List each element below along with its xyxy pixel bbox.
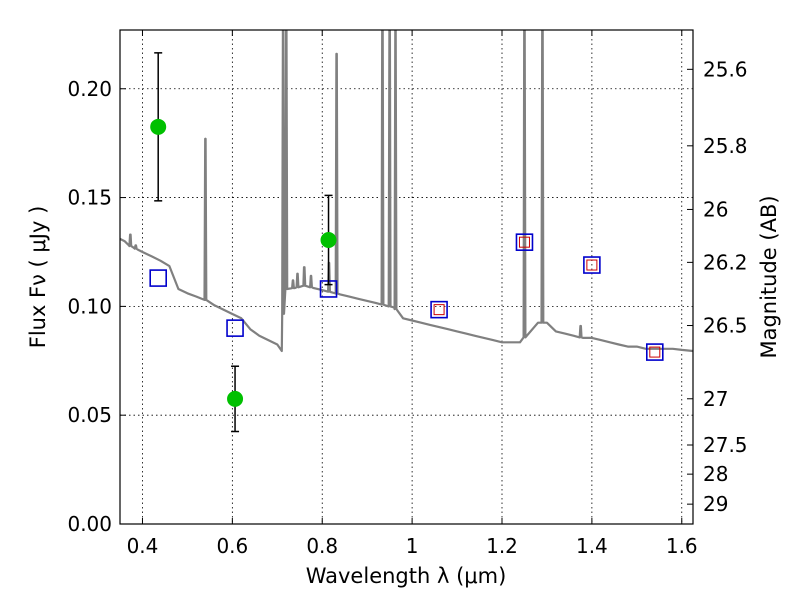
model-inner-point-0 bbox=[433, 304, 445, 316]
y-tick-label-2: 0.10 bbox=[67, 294, 112, 318]
model-inner-point-2 bbox=[586, 259, 598, 271]
model-point-4 bbox=[515, 233, 534, 251]
model-point-5 bbox=[583, 256, 601, 274]
x-axis-title: Wavelength λ (μm) bbox=[306, 564, 507, 588]
observed-point-0 bbox=[150, 118, 167, 135]
y2-axis-ticks: 25.6 25.8 26 26.2 26.5 27 27.5 28 29 bbox=[687, 57, 748, 516]
y2-tick-label-1: 25.8 bbox=[703, 134, 748, 158]
y-tick-label-3: 0.15 bbox=[67, 186, 112, 210]
model-photometry bbox=[149, 233, 664, 361]
x-tick-label-5: 1.4 bbox=[576, 534, 608, 558]
y-tick-label-0: 0.00 bbox=[67, 512, 112, 536]
y2-tick-label-6: 27.5 bbox=[703, 433, 748, 457]
model-point-0 bbox=[149, 269, 167, 287]
x-tick-label-0: 0.4 bbox=[127, 534, 159, 558]
model-inner-point-1 bbox=[518, 236, 530, 248]
observed-point-1 bbox=[227, 390, 244, 407]
x-tick-label-2: 0.8 bbox=[306, 534, 338, 558]
x-tick-label-4: 1.2 bbox=[486, 534, 518, 558]
y-tick-label-1: 0.05 bbox=[67, 403, 112, 427]
model-point-3 bbox=[430, 300, 448, 319]
model-point-1 bbox=[226, 319, 244, 337]
x-tick-label-3: 1 bbox=[406, 534, 419, 558]
y2-tick-label-5: 27 bbox=[703, 387, 728, 411]
y2-tick-label-2: 26 bbox=[703, 197, 728, 221]
y2-tick-label-4: 26.5 bbox=[703, 314, 748, 338]
observed-point-2 bbox=[320, 232, 337, 249]
y2-tick-label-0: 25.6 bbox=[703, 57, 748, 81]
observed-photometry bbox=[150, 52, 337, 433]
x-axis-ticks: 0.4 0.6 0.8 1 1.2 1.4 1.6 bbox=[127, 30, 698, 558]
model-inner-point-3 bbox=[649, 346, 661, 358]
y-axis-ticks: 0.00 0.05 0.10 0.15 0.20 bbox=[67, 77, 126, 536]
model-sed-spectrum bbox=[120, 30, 693, 353]
y-tick-label-4: 0.20 bbox=[67, 77, 112, 101]
y2-tick-label-7: 28 bbox=[703, 462, 728, 486]
model-point-6 bbox=[645, 343, 664, 361]
y2-tick-label-8: 29 bbox=[703, 492, 728, 516]
x-tick-label-1: 0.6 bbox=[216, 534, 248, 558]
grid-lines bbox=[120, 30, 693, 525]
y2-axis-title: Magnitude (AB) bbox=[757, 195, 781, 358]
sed-curve bbox=[120, 30, 693, 353]
y-axis-title: Flux Fν ( μJy ) bbox=[26, 206, 50, 349]
y2-tick-label-3: 26.2 bbox=[703, 250, 748, 274]
x-tick-label-6: 1.6 bbox=[666, 534, 698, 558]
plot-frame bbox=[119, 29, 694, 525]
